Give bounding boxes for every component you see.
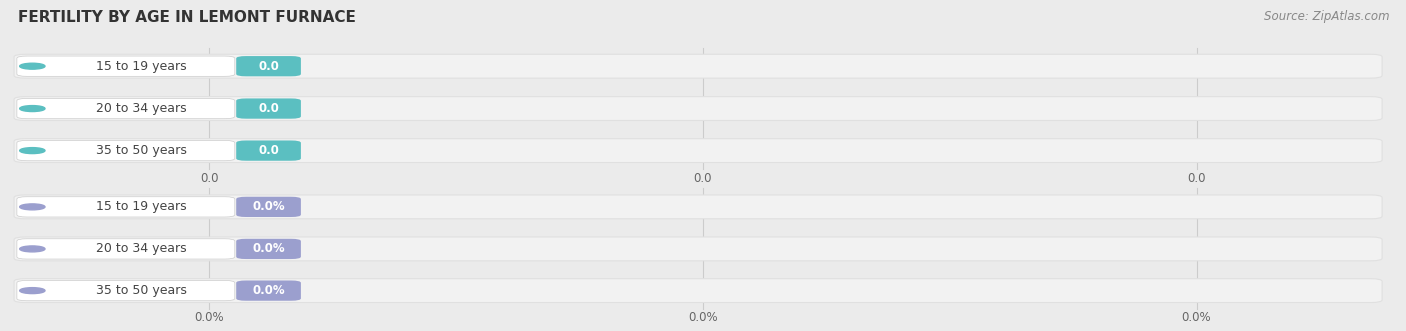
- Text: 20 to 34 years: 20 to 34 years: [96, 102, 187, 115]
- Text: 15 to 19 years: 15 to 19 years: [96, 200, 187, 213]
- FancyBboxPatch shape: [17, 280, 235, 301]
- FancyBboxPatch shape: [14, 139, 1382, 163]
- FancyBboxPatch shape: [14, 279, 1382, 303]
- Text: 35 to 50 years: 35 to 50 years: [96, 144, 187, 157]
- Text: 0.0%: 0.0%: [1181, 310, 1212, 324]
- Text: 35 to 50 years: 35 to 50 years: [96, 284, 187, 297]
- Text: 0.0: 0.0: [259, 60, 278, 73]
- Text: Source: ZipAtlas.com: Source: ZipAtlas.com: [1264, 10, 1389, 23]
- FancyBboxPatch shape: [14, 195, 1382, 219]
- Circle shape: [20, 148, 45, 154]
- FancyBboxPatch shape: [14, 97, 1382, 120]
- FancyBboxPatch shape: [14, 54, 1382, 78]
- FancyBboxPatch shape: [17, 140, 235, 161]
- Circle shape: [20, 204, 45, 210]
- Circle shape: [20, 288, 45, 294]
- FancyBboxPatch shape: [17, 197, 235, 217]
- FancyBboxPatch shape: [17, 239, 235, 259]
- Text: 20 to 34 years: 20 to 34 years: [96, 242, 187, 256]
- FancyBboxPatch shape: [236, 98, 301, 119]
- Text: 0.0: 0.0: [259, 102, 278, 115]
- Text: 0.0%: 0.0%: [252, 284, 285, 297]
- Text: 0.0%: 0.0%: [688, 310, 718, 324]
- FancyBboxPatch shape: [17, 56, 235, 76]
- FancyBboxPatch shape: [236, 56, 301, 76]
- Text: 0.0: 0.0: [693, 172, 713, 185]
- Circle shape: [20, 246, 45, 252]
- FancyBboxPatch shape: [236, 280, 301, 301]
- Circle shape: [20, 106, 45, 112]
- Text: 0.0: 0.0: [259, 144, 278, 157]
- Circle shape: [20, 63, 45, 69]
- Text: 0.0: 0.0: [200, 172, 219, 185]
- Text: 0.0: 0.0: [1187, 172, 1206, 185]
- FancyBboxPatch shape: [236, 140, 301, 161]
- Text: 0.0%: 0.0%: [252, 242, 285, 256]
- FancyBboxPatch shape: [14, 237, 1382, 261]
- Text: 15 to 19 years: 15 to 19 years: [96, 60, 187, 73]
- FancyBboxPatch shape: [236, 239, 301, 259]
- Text: 0.0%: 0.0%: [194, 310, 225, 324]
- FancyBboxPatch shape: [17, 98, 235, 119]
- Text: 0.0%: 0.0%: [252, 200, 285, 213]
- Text: FERTILITY BY AGE IN LEMONT FURNACE: FERTILITY BY AGE IN LEMONT FURNACE: [18, 10, 356, 25]
- FancyBboxPatch shape: [236, 197, 301, 217]
